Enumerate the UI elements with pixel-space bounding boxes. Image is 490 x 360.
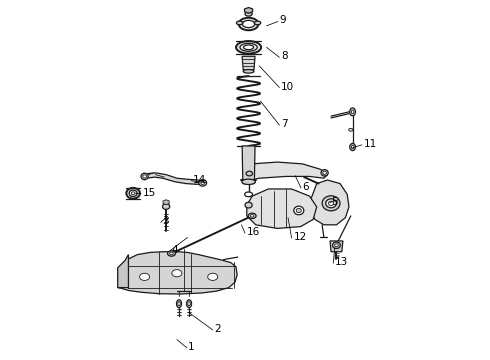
Ellipse shape — [321, 170, 328, 176]
Ellipse shape — [296, 208, 301, 213]
Polygon shape — [118, 252, 237, 294]
Polygon shape — [163, 200, 169, 205]
Text: 7: 7 — [281, 120, 288, 129]
Ellipse shape — [248, 213, 256, 219]
Ellipse shape — [187, 300, 192, 308]
Text: 9: 9 — [279, 15, 286, 26]
Ellipse shape — [143, 175, 147, 178]
Ellipse shape — [350, 143, 355, 150]
Polygon shape — [247, 189, 317, 228]
Polygon shape — [242, 146, 255, 184]
Text: 10: 10 — [281, 82, 294, 92]
Text: 14: 14 — [193, 175, 206, 185]
Text: 11: 11 — [364, 139, 377, 149]
Ellipse shape — [245, 12, 252, 16]
Ellipse shape — [168, 251, 175, 256]
Ellipse shape — [208, 273, 218, 280]
Ellipse shape — [350, 108, 355, 116]
Text: 16: 16 — [247, 227, 260, 237]
Text: 12: 12 — [294, 232, 307, 242]
Ellipse shape — [323, 171, 326, 175]
Polygon shape — [248, 162, 327, 181]
Text: 8: 8 — [281, 51, 288, 61]
Ellipse shape — [141, 173, 148, 180]
Ellipse shape — [239, 18, 258, 30]
Polygon shape — [245, 8, 253, 13]
Ellipse shape — [245, 192, 252, 197]
Ellipse shape — [199, 180, 207, 186]
Polygon shape — [118, 255, 128, 288]
Ellipse shape — [129, 190, 137, 197]
Ellipse shape — [242, 179, 255, 184]
Ellipse shape — [131, 192, 135, 195]
Text: 2: 2 — [215, 324, 221, 334]
Text: 15: 15 — [143, 188, 156, 198]
Ellipse shape — [322, 196, 340, 211]
Ellipse shape — [349, 129, 353, 131]
Ellipse shape — [351, 110, 354, 114]
Ellipse shape — [236, 21, 243, 25]
Text: 4: 4 — [172, 245, 178, 255]
Ellipse shape — [236, 41, 261, 54]
Text: 6: 6 — [302, 182, 309, 192]
Ellipse shape — [335, 244, 338, 247]
Ellipse shape — [178, 302, 180, 306]
Ellipse shape — [246, 171, 252, 176]
Text: 3: 3 — [163, 216, 169, 226]
Ellipse shape — [243, 21, 255, 28]
Ellipse shape — [240, 43, 257, 51]
Ellipse shape — [333, 242, 341, 248]
Ellipse shape — [294, 206, 304, 215]
Ellipse shape — [243, 69, 254, 73]
Text: 13: 13 — [335, 257, 348, 267]
Ellipse shape — [172, 270, 182, 277]
Ellipse shape — [245, 202, 252, 208]
Ellipse shape — [201, 181, 204, 184]
Ellipse shape — [176, 300, 181, 308]
Text: 1: 1 — [188, 342, 194, 352]
Ellipse shape — [140, 273, 149, 280]
Ellipse shape — [250, 215, 254, 217]
Polygon shape — [242, 56, 255, 70]
Ellipse shape — [351, 145, 354, 149]
Ellipse shape — [188, 302, 190, 306]
Polygon shape — [330, 241, 343, 252]
Polygon shape — [310, 180, 349, 225]
Ellipse shape — [326, 199, 337, 208]
Ellipse shape — [254, 21, 261, 25]
Ellipse shape — [163, 204, 170, 210]
Ellipse shape — [126, 188, 140, 199]
Polygon shape — [144, 173, 202, 184]
Ellipse shape — [170, 252, 173, 255]
Ellipse shape — [244, 45, 254, 50]
Ellipse shape — [329, 201, 334, 206]
Text: 5: 5 — [331, 197, 338, 207]
